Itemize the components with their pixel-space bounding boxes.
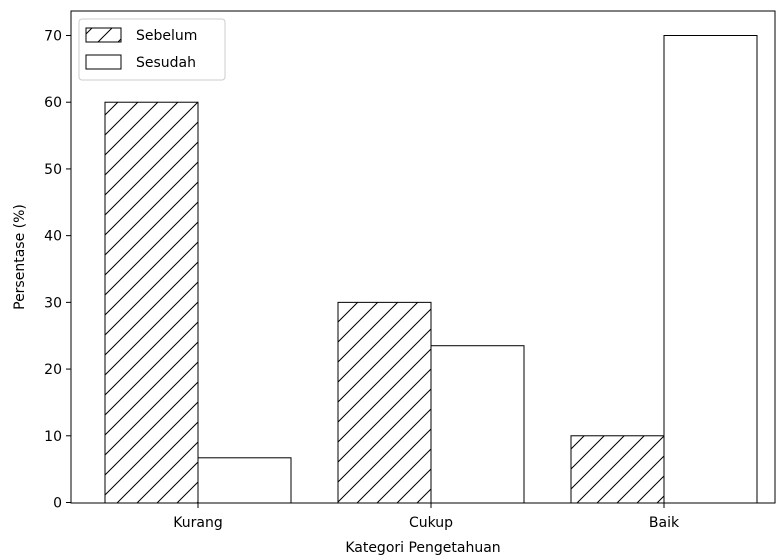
legend-swatch-plain — [85, 54, 122, 70]
bar-sesudah-kurang — [197, 457, 292, 504]
y-tick-label: 60 — [44, 95, 62, 111]
legend-swatch-hatched — [85, 27, 122, 43]
y-tick-label: 0 — [53, 496, 62, 512]
x-tick-label-baik: Baik — [649, 515, 680, 531]
bar-sesudah-baik — [663, 35, 758, 504]
x-axis-label: Kategori Pengetahuan — [345, 540, 500, 556]
legend-label-sebelum: Sebelum — [136, 28, 197, 44]
y-axis-label: Persentase (%) — [12, 204, 28, 310]
y-tick-label: 20 — [44, 362, 62, 378]
bar-sebelum-baik — [570, 435, 665, 504]
legend: Sebelum Sesudah — [78, 18, 226, 81]
y-tick-label: 10 — [44, 429, 62, 445]
legend-label-sesudah: Sesudah — [136, 55, 196, 71]
legend-item-sebelum: Sebelum — [85, 27, 197, 44]
y-tick-label: 70 — [44, 29, 62, 45]
axes-frame — [70, 10, 776, 504]
bar-sebelum-kurang — [104, 101, 199, 504]
y-axis: 0 10 20 30 40 50 60 70 — [44, 29, 71, 512]
y-tick-label: 30 — [44, 295, 62, 311]
legend-item-sesudah: Sesudah — [85, 54, 196, 71]
bar-sesudah-cukup — [430, 345, 525, 504]
bar-sebelum-cukup — [337, 301, 432, 504]
x-tick-label-kurang: Kurang — [173, 515, 222, 531]
y-tick-label: 40 — [44, 229, 62, 245]
x-tick-label-cukup: Cukup — [409, 515, 453, 531]
bars-group — [104, 35, 758, 504]
x-axis: Kurang Cukup Baik — [173, 503, 680, 531]
y-tick-label: 50 — [44, 162, 62, 178]
